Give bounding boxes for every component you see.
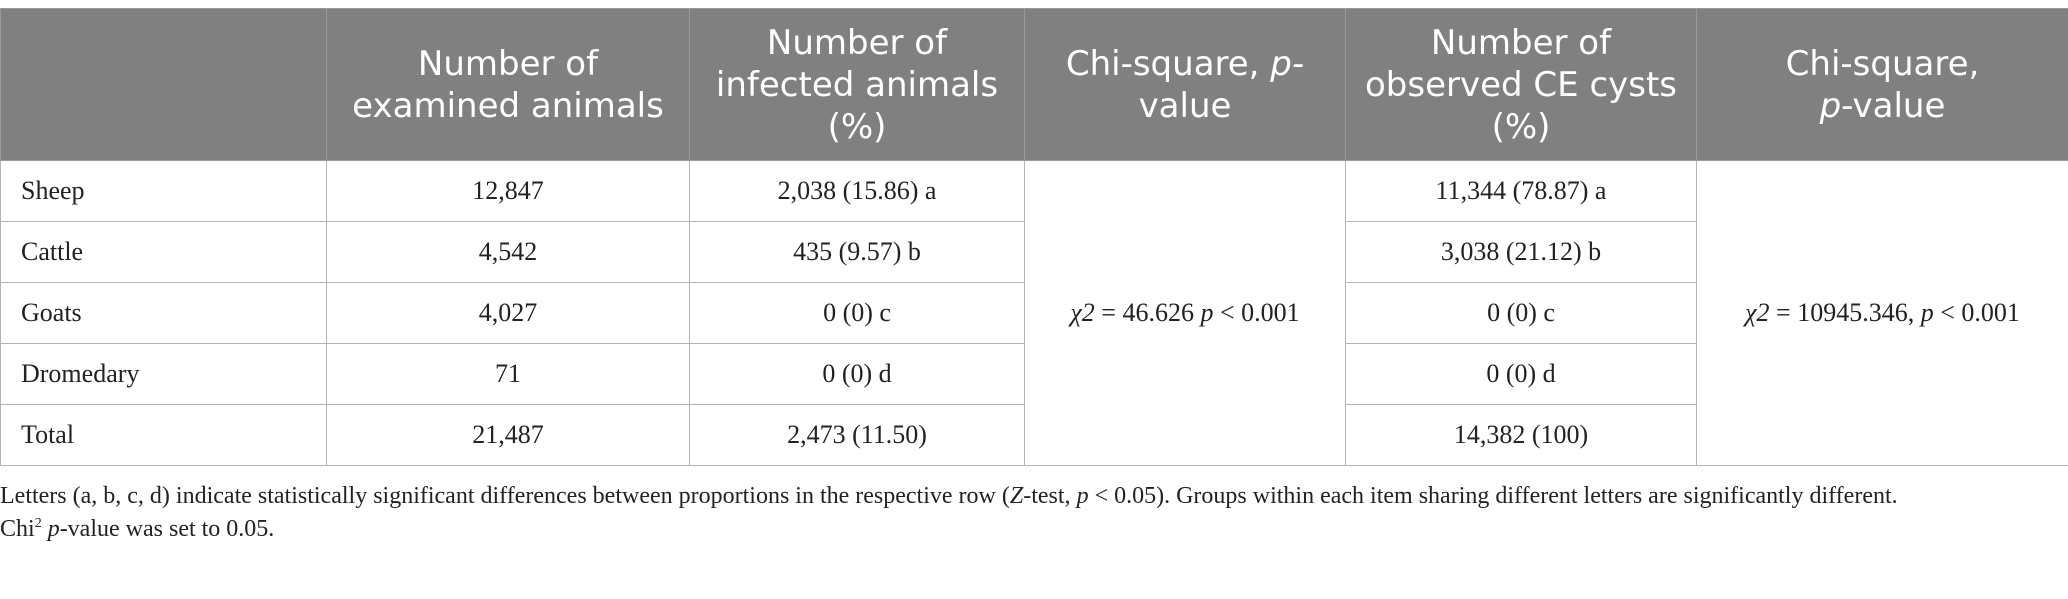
table-row-total: Total 21,487 2,473 (11.50) 14,382 (100)	[0, 404, 2068, 466]
footnote-text: -test,	[1023, 483, 1077, 509]
cysts-cell: 11,344 (78.87) a	[1345, 160, 1697, 222]
examined-cell: 21,487	[326, 404, 690, 466]
cysts-cell: 0 (0) d	[1345, 343, 1697, 405]
row-label: Sheep	[0, 160, 327, 222]
header-p-italic: p-	[1270, 43, 1305, 84]
header-value-word: -value	[1841, 85, 1946, 126]
infected-cell: 435 (9.57) b	[689, 221, 1025, 283]
superscript-2: 2	[34, 516, 42, 531]
chi-symbol: χ2	[1745, 298, 1770, 327]
results-table: Number of examined animals Number of inf…	[0, 8, 2068, 466]
p-italic: p	[1076, 483, 1089, 509]
chi-square-infected-cell: χ2 = 46.626 p < 0.001	[1024, 160, 1346, 466]
footnote-text: < 0.05). Groups within each item sharing…	[1088, 483, 1898, 509]
header-chi-square-infected: Chi-square, p-value	[1024, 8, 1346, 161]
footnote-text: Chi	[0, 516, 35, 542]
header-chi-label: Chi-square,	[1065, 43, 1271, 84]
p-value: < 0.001	[1933, 298, 2020, 327]
infected-cell: 0 (0) d	[689, 343, 1025, 405]
footnote-text: -value was set to 0.05.	[59, 516, 275, 542]
cysts-cell: 3,038 (21.12) b	[1345, 221, 1697, 283]
header-value-word: value	[1138, 85, 1232, 126]
header-row: Number of examined animals Number of inf…	[0, 8, 2068, 161]
p-italic: p	[47, 516, 60, 542]
infected-cell: 2,473 (11.50)	[689, 404, 1025, 466]
header-empty	[0, 8, 327, 161]
cysts-cell: 14,382 (100)	[1345, 404, 1697, 466]
chi-symbol: χ2	[1070, 298, 1095, 327]
infected-cell: 0 (0) c	[689, 282, 1025, 344]
header-examined: Number of examined animals	[326, 8, 690, 161]
header-chi-square-cysts: Chi-square, p-value	[1696, 8, 2068, 161]
examined-cell: 4,027	[326, 282, 690, 344]
row-label: Goats	[0, 282, 327, 344]
footnote-chi: Chi2 p-value was set to 0.05.	[0, 513, 2050, 546]
table-footnotes: Letters (a, b, c, d) indicate statistica…	[0, 480, 2050, 546]
chi-value: = 46.626	[1094, 298, 1201, 327]
examined-cell: 12,847	[326, 160, 690, 222]
cysts-cell: 0 (0) c	[1345, 282, 1697, 344]
table-row: Dromedary 71 0 (0) d 0 (0) d	[0, 343, 2068, 405]
chi-square-cysts-cell: χ2 = 10945.346, p < 0.001	[1696, 160, 2068, 466]
p-symbol: p	[1920, 298, 1934, 327]
footnote-letters: Letters (a, b, c, d) indicate statistica…	[0, 480, 2050, 513]
chi-value: = 10945.346,	[1769, 298, 1921, 327]
table-row: Sheep 12,847 2,038 (15.86) a χ2 = 46.626…	[0, 160, 2068, 466]
table-header: Number of examined animals Number of inf…	[0, 8, 2068, 161]
header-cysts: Number of observed CE cysts (%)	[1345, 8, 1697, 161]
row-label: Dromedary	[0, 343, 327, 405]
header-infected: Number of infected animals (%)	[689, 8, 1025, 161]
footnote-text: Letters (a, b, c, d) indicate statistica…	[0, 483, 1010, 509]
table-body: Sheep 12,847 2,038 (15.86) a χ2 = 46.626…	[0, 160, 2068, 466]
header-p-italic: p	[1819, 85, 1842, 126]
p-symbol: p	[1200, 298, 1214, 327]
infected-cell: 2,038 (15.86) a	[689, 160, 1025, 222]
examined-cell: 71	[326, 343, 690, 405]
row-label: Total	[0, 404, 327, 466]
row-label: Cattle	[0, 221, 327, 283]
examined-cell: 4,542	[326, 221, 690, 283]
header-chi-label: Chi-square,	[1785, 43, 1980, 84]
z-italic: Z	[1009, 483, 1024, 509]
results-table-container: Number of examined animals Number of inf…	[0, 8, 2068, 466]
p-value: < 0.001	[1213, 298, 1300, 327]
